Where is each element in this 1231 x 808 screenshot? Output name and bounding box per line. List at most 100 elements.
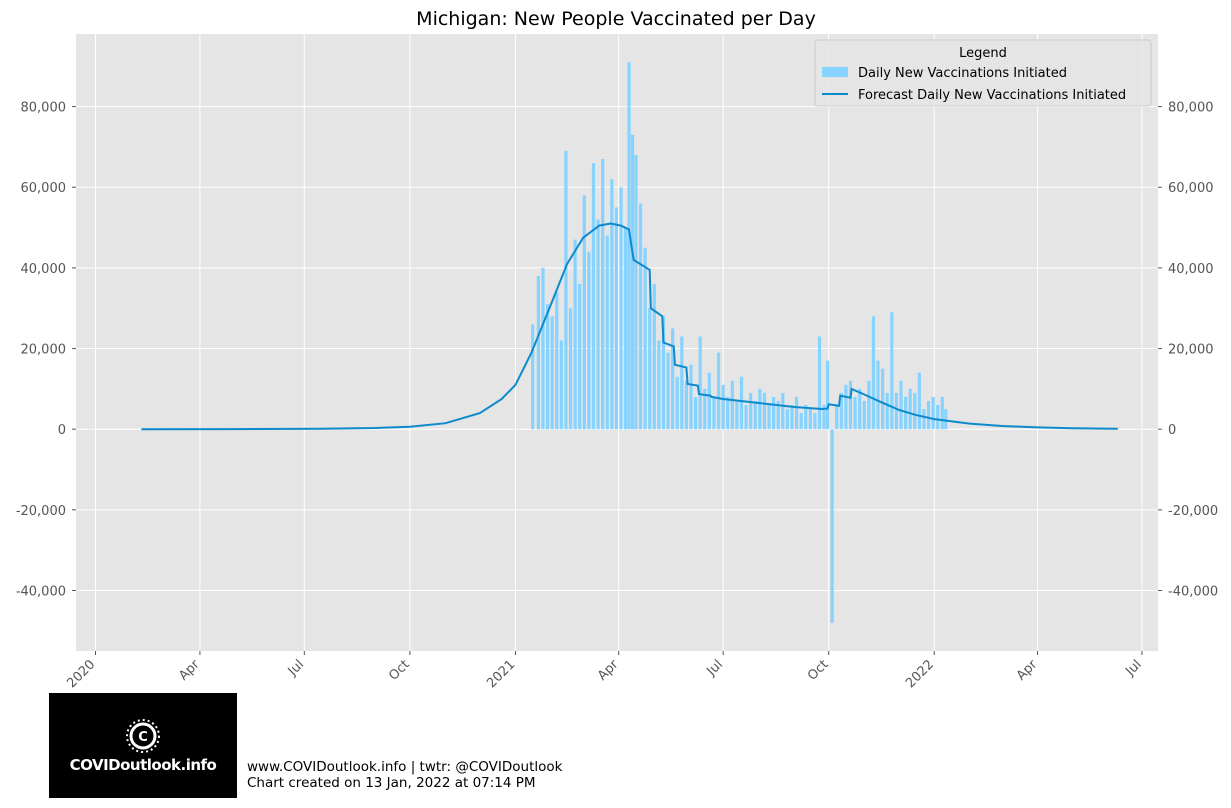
bar bbox=[839, 392, 843, 430]
bar bbox=[689, 364, 693, 430]
bar bbox=[790, 405, 794, 430]
bar bbox=[550, 316, 554, 430]
bar bbox=[707, 372, 711, 430]
bar bbox=[739, 376, 744, 430]
bar bbox=[726, 396, 730, 430]
bar bbox=[536, 275, 541, 430]
bar bbox=[781, 392, 785, 430]
bar bbox=[675, 376, 679, 430]
bar bbox=[753, 400, 757, 430]
bar bbox=[890, 312, 894, 430]
bar bbox=[652, 284, 656, 430]
bar bbox=[541, 267, 545, 430]
bar bbox=[605, 235, 609, 430]
bar bbox=[817, 336, 822, 430]
bar bbox=[853, 396, 857, 430]
footer-line-1: www.COVIDoutlook.info | twtr: @COVIDoutl… bbox=[247, 759, 563, 775]
bar bbox=[596, 219, 600, 430]
bar bbox=[744, 405, 748, 430]
y-tick-label-right: -20,000 bbox=[1168, 504, 1218, 519]
bar bbox=[913, 392, 917, 430]
x-tick-label: Apr bbox=[1014, 657, 1041, 684]
bar bbox=[573, 239, 577, 430]
bar bbox=[568, 308, 573, 430]
bar bbox=[716, 352, 721, 430]
y-tick-label-left: -20,000 bbox=[16, 504, 66, 519]
bar bbox=[903, 396, 908, 430]
logo-text: COVIDoutlook.info bbox=[69, 756, 217, 774]
bar bbox=[899, 380, 903, 430]
x-tick-label: Oct bbox=[805, 657, 832, 684]
x-axis: 2020 Apr Jul Oct 2021 Apr Jul Oct 2022 Apr Jul bbox=[64, 651, 1145, 690]
y-tick-label-left: 0 bbox=[58, 423, 66, 438]
bar bbox=[794, 396, 799, 430]
y-tick-label-right: 80,000 bbox=[1168, 101, 1214, 116]
bar bbox=[944, 409, 948, 430]
bar bbox=[601, 159, 605, 430]
bar bbox=[813, 413, 817, 430]
legend-title: Legend bbox=[959, 46, 1007, 61]
bar bbox=[926, 400, 931, 430]
bar bbox=[876, 360, 880, 430]
bar bbox=[799, 413, 803, 430]
bar bbox=[555, 292, 559, 430]
bar bbox=[559, 340, 563, 430]
bar bbox=[908, 388, 912, 430]
bar bbox=[767, 405, 771, 430]
bar bbox=[698, 336, 702, 430]
chart: Michigan: New People Vaccinated per Day … bbox=[16, 8, 1218, 690]
bar bbox=[894, 392, 898, 430]
bar bbox=[648, 308, 652, 430]
logo: C COVIDoutlook.info bbox=[49, 693, 237, 798]
x-tick-label: 2020 bbox=[64, 657, 98, 690]
y-tick-label-right: -40,000 bbox=[1168, 585, 1218, 600]
bar bbox=[785, 409, 789, 430]
bar bbox=[712, 396, 716, 430]
y-tick-label-right: 40,000 bbox=[1168, 262, 1214, 277]
bar bbox=[881, 368, 885, 430]
y-tick-label-right: 20,000 bbox=[1168, 343, 1214, 358]
bar-series bbox=[531, 62, 948, 623]
bar bbox=[835, 405, 839, 430]
footer: www.COVIDoutlook.info | twtr: @COVIDoutl… bbox=[247, 759, 562, 791]
bar bbox=[666, 352, 670, 430]
bar bbox=[867, 380, 871, 430]
bar bbox=[684, 380, 689, 430]
bar bbox=[619, 187, 623, 430]
bar bbox=[848, 380, 853, 430]
y-tick-label-left: 20,000 bbox=[21, 343, 67, 358]
bar bbox=[657, 340, 661, 430]
bar bbox=[680, 336, 684, 430]
bar bbox=[862, 400, 866, 430]
bar bbox=[587, 251, 591, 430]
bar bbox=[749, 392, 753, 430]
y-tick-label-left: 40,000 bbox=[21, 262, 67, 277]
bar bbox=[917, 372, 921, 430]
bar bbox=[624, 227, 628, 430]
bar bbox=[703, 388, 707, 430]
bar bbox=[940, 396, 944, 430]
bar bbox=[634, 154, 638, 430]
x-tick-label: Apr bbox=[176, 657, 203, 684]
bar bbox=[830, 429, 834, 623]
legend-swatch-bars bbox=[822, 67, 848, 77]
bar bbox=[936, 405, 940, 430]
bar bbox=[804, 405, 808, 430]
bar bbox=[531, 324, 535, 430]
x-tick-label: 2021 bbox=[484, 657, 518, 690]
legend: Legend Daily New Vaccinations Initiated … bbox=[814, 39, 1152, 107]
bar bbox=[858, 388, 862, 430]
legend-entry-bars: Daily New Vaccinations Initiated bbox=[858, 66, 1067, 81]
bar bbox=[772, 396, 776, 430]
bar bbox=[922, 409, 926, 430]
y-tick-label-left: 60,000 bbox=[21, 181, 67, 196]
x-tick-label: Oct bbox=[386, 657, 413, 684]
bar bbox=[844, 384, 848, 430]
x-tick-label: 2022 bbox=[903, 657, 937, 690]
x-tick-label: Jul bbox=[704, 657, 726, 679]
bar bbox=[627, 62, 631, 430]
bar bbox=[822, 405, 826, 430]
legend-entry-line: Forecast Daily New Vaccinations Initiate… bbox=[858, 88, 1126, 103]
legend-frame bbox=[814, 39, 1152, 107]
bar bbox=[578, 284, 582, 430]
